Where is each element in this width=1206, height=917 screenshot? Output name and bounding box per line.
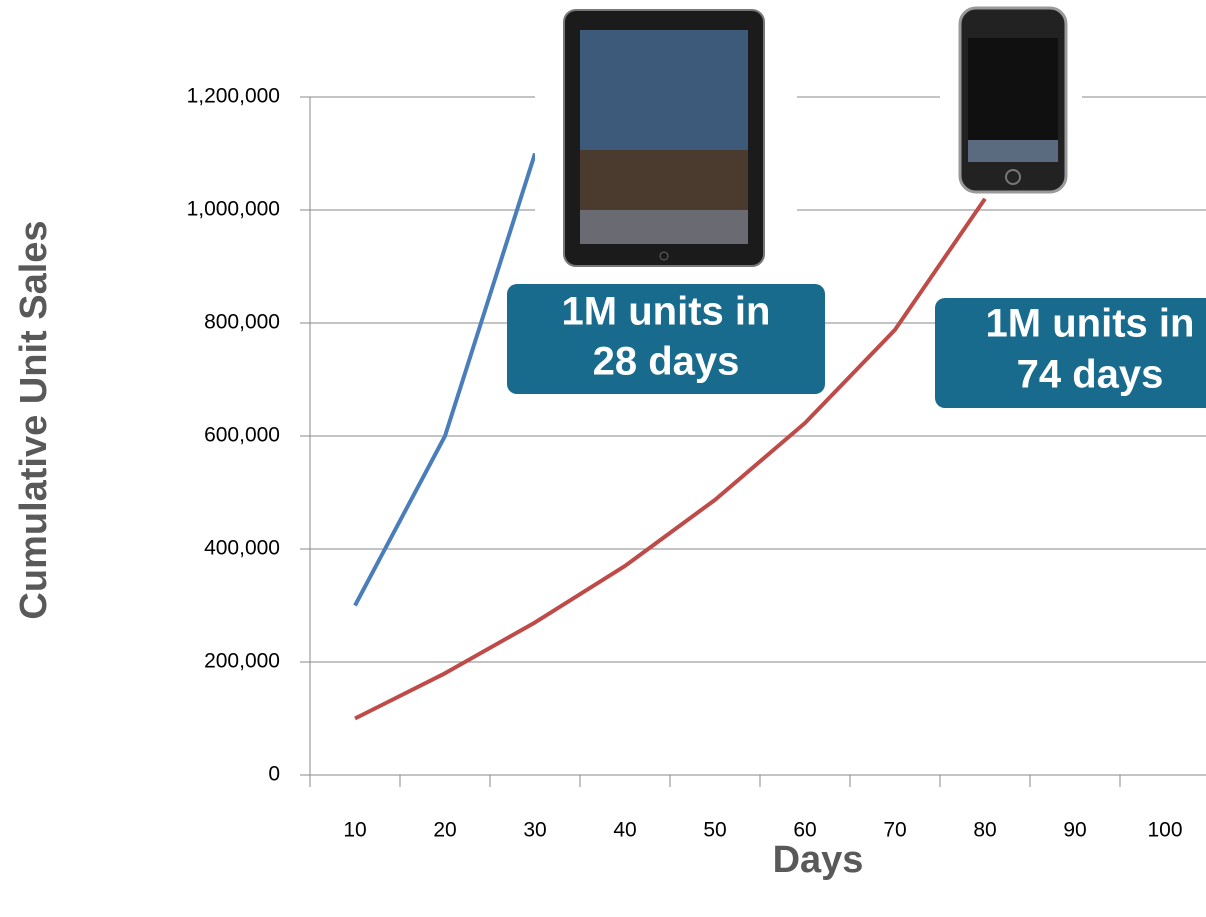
- x-tick-label: 30: [523, 819, 546, 842]
- grid-layer: 0 200,000 400,000 600,000 800,000 1,000,000 1,…: [187, 85, 1206, 842]
- ipad-button: [659, 251, 669, 261]
- annotation-text: 1M units in: [562, 290, 771, 334]
- annotation-text: 74 days: [1017, 353, 1164, 397]
- series-layer: [353, 152, 987, 721]
- y-tick-label: 1,000,000: [187, 198, 280, 221]
- x-tick-label: 80: [973, 819, 996, 842]
- ipad-image: [535, 0, 797, 278]
- y-tick-label: 0: [268, 763, 280, 786]
- y-tick-label: 200,000: [204, 650, 280, 673]
- x-tick-label: 70: [883, 819, 906, 842]
- x-tick-label: 60: [793, 819, 816, 842]
- y-tick-label: 600,000: [204, 424, 280, 447]
- annotation-box: [935, 298, 1206, 408]
- y-tick-label: 400,000: [204, 537, 280, 560]
- x-tick-label: 20: [433, 819, 456, 842]
- x-tick-label: 10: [343, 819, 366, 842]
- x-tick-label: 90: [1063, 819, 1086, 842]
- x-tick-label: 100: [1147, 819, 1182, 842]
- annotation-text: 1M units in: [986, 302, 1195, 346]
- iphone-dock: [968, 140, 1058, 162]
- annotation-text: 28 days: [593, 340, 740, 384]
- y-axis-title: Cumulative Unit Sales: [13, 220, 55, 619]
- x-tick-label: 40: [613, 819, 636, 842]
- series-line: [353, 152, 537, 607]
- annotation-box: [507, 284, 825, 394]
- x-tick-label: 50: [703, 819, 726, 842]
- y-tick-label: 800,000: [204, 311, 280, 334]
- iphone-button: [1005, 169, 1021, 185]
- series-line: [354, 197, 987, 721]
- y-tick-label: 1,200,000: [187, 85, 280, 108]
- ipad-dock: [580, 210, 748, 244]
- x-axis-title: Days: [773, 839, 864, 881]
- iphone-image: [940, 0, 1082, 198]
